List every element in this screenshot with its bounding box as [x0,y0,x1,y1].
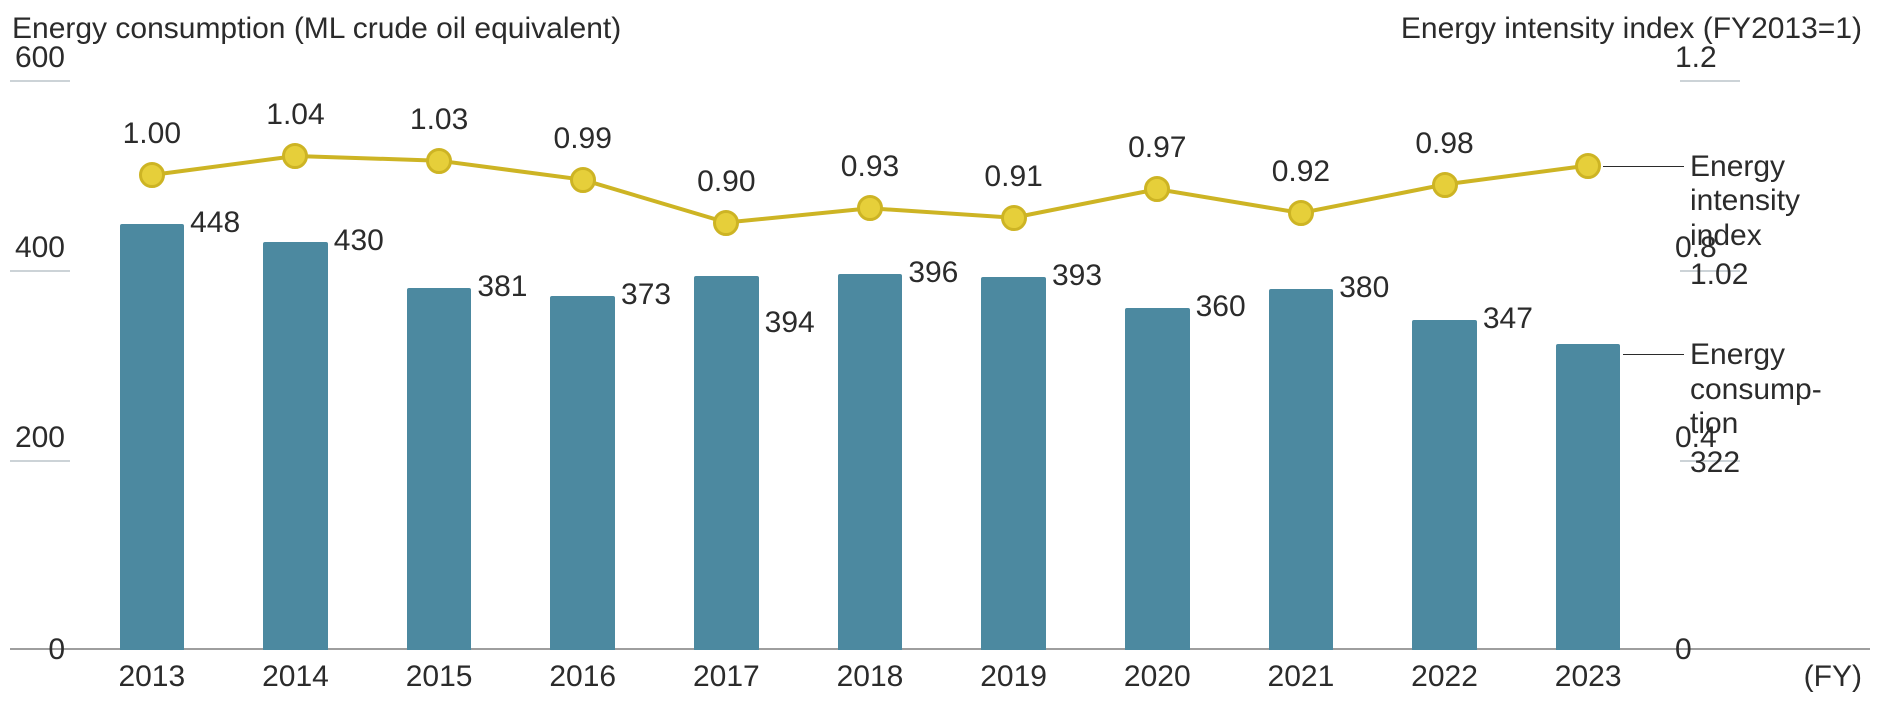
bar [694,276,759,650]
bar-value-label: 394 [765,306,815,340]
x-category-label: 2017 [693,660,760,694]
x-category-label: 2013 [118,660,185,694]
x-axis-suffix: (FY) [1804,660,1862,694]
bar-value-label: 373 [621,278,671,312]
x-category-label: 2023 [1555,660,1622,694]
y-right-tick-line [1680,80,1740,82]
legend-bar-value: 322 [1690,446,1740,481]
y-left-tick-line [10,80,70,82]
y-left-tick-label: 0 [5,633,65,667]
bar [1269,289,1334,650]
line-value-label: 0.92 [1272,155,1330,189]
x-category-label: 2020 [1124,660,1191,694]
line-marker [1288,200,1314,226]
line-value-label: 0.99 [554,122,612,156]
x-category-label: 2015 [406,660,473,694]
x-category-label: 2019 [980,660,1047,694]
y-left-tick-label: 600 [5,41,65,75]
y-left-tick-label: 400 [5,231,65,265]
bar [1412,320,1477,650]
x-category-label: 2016 [549,660,616,694]
bar [1125,308,1190,650]
bar-value-label: 347 [1483,302,1533,336]
legend-bar-series: Energy consump- tion [1690,338,1822,442]
bar-value-label: 393 [1052,259,1102,293]
line-marker [1575,153,1601,179]
bar-value-label: 380 [1339,271,1389,305]
bar-value-label: 396 [908,256,958,290]
bar [838,274,903,650]
bar [981,277,1046,650]
y-right-tick-label: 1.2 [1675,41,1745,75]
x-category-label: 2022 [1411,660,1478,694]
bar-value-label: 430 [334,224,384,258]
bar [550,296,615,650]
line-marker [713,210,739,236]
bar [120,224,185,650]
line-value-label: 1.04 [266,98,324,132]
bar-value-label: 448 [190,206,240,240]
line-value-label: 0.98 [1415,127,1473,161]
line-marker [857,195,883,221]
y-left-title: Energy consumption (ML crude oil equival… [12,12,621,46]
line-value-label: 0.91 [984,160,1042,194]
line-value-label: 1.00 [123,117,181,151]
energy-chart: Energy consumption (ML crude oil equival… [0,0,1880,720]
line-marker [426,148,452,174]
y-left-tick-line [10,460,70,462]
x-category-label: 2014 [262,660,329,694]
y-left-tick-label: 200 [5,421,65,455]
bar-value-label: 360 [1196,290,1246,324]
bar-value-label: 381 [477,270,527,304]
line-marker [570,167,596,193]
x-category-label: 2018 [837,660,904,694]
legend-leader-bar [1623,354,1685,355]
line-value-label: 0.93 [841,150,899,184]
legend-line-series: Energy intensity index [1690,150,1800,254]
bar [407,288,472,650]
bar [1556,344,1621,650]
legend-leader-line [1603,166,1684,167]
bar [263,242,328,651]
line-value-label: 0.90 [697,165,755,199]
y-right-title: Energy intensity index (FY2013=1) [1401,12,1862,46]
y-right-tick-label: 0 [1675,633,1745,667]
legend-line-value: 1.02 [1690,258,1748,293]
line-marker [1001,205,1027,231]
line-marker [282,143,308,169]
line-marker [1144,176,1170,202]
line-marker [139,162,165,188]
line-value-label: 0.97 [1128,131,1186,165]
y-left-tick-line [10,270,70,272]
plot-area: 020040060000.40.81.244843038137339439639… [80,80,1660,650]
line-value-label: 1.03 [410,103,468,137]
x-category-label: 2021 [1268,660,1335,694]
line-marker [1432,172,1458,198]
